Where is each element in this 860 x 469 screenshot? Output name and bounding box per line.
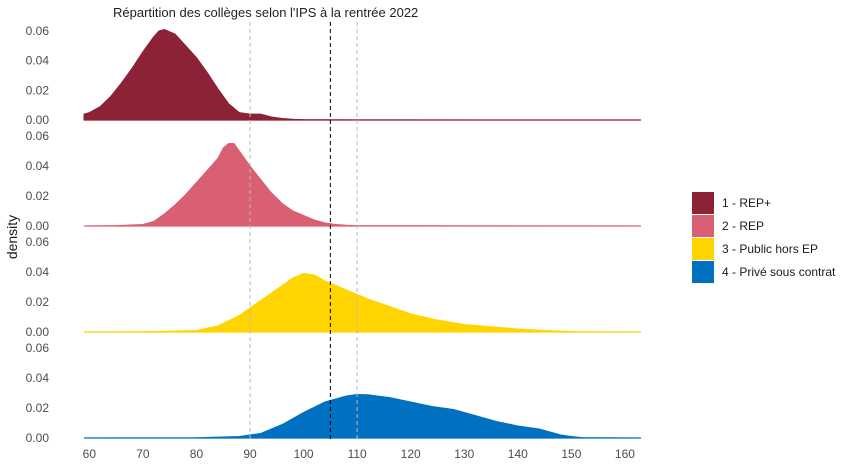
legend-key-4 [692, 261, 714, 283]
y-tick-label: 0.06 [26, 129, 50, 143]
x-tick-label: 120 [401, 447, 421, 461]
reference-lines [249, 22, 358, 442]
density-area-3 [83, 272, 642, 333]
x-tick-label: 90 [243, 447, 257, 461]
y-tick-label: 0.06 [26, 235, 50, 249]
x-tick-label: 160 [615, 447, 635, 461]
legend-label-3: 3 - Public hors EP [722, 242, 818, 256]
x-tick-label: 130 [454, 447, 474, 461]
y-tick-label: 0.04 [26, 265, 50, 279]
y-tick-label: 0.02 [26, 401, 50, 415]
y-tick-label: 0.00 [26, 431, 50, 445]
legend-key-3 [692, 238, 714, 260]
x-axis-ticks: 60 70 80 90 100 110 120 130 140 150 160 [83, 447, 636, 461]
x-tick-label: 80 [190, 447, 204, 461]
legend-label-2: 2 - REP [722, 219, 764, 233]
density-area-4 [83, 393, 642, 439]
legend-label-1: 1 - REP+ [722, 196, 771, 210]
facet-panels: 0.00 0.02 0.04 0.06 0.00 0.02 0.04 0.06 0.00 0.02… [26, 24, 642, 445]
facet-panel-1: 0.00 0.02 0.04 0.06 [26, 24, 642, 127]
y-tick-label: 0.06 [26, 24, 50, 38]
y-tick-label: 0.06 [26, 341, 50, 355]
y-tick-label: 0.02 [26, 83, 50, 97]
x-tick-label: 140 [508, 447, 528, 461]
y-tick-label: 0.00 [26, 113, 50, 127]
y-tick-label: 0.04 [26, 159, 50, 173]
legend-label-4: 4 - Privé sous contrat [722, 265, 836, 279]
x-tick-label: 100 [294, 447, 314, 461]
y-tick-label: 0.02 [26, 295, 50, 309]
legend-key-1 [692, 192, 714, 214]
facet-panel-3: 0.00 0.02 0.04 0.06 [26, 235, 642, 339]
facet-panel-2: 0.00 0.02 0.04 0.06 [26, 129, 642, 233]
legend-key-2 [692, 215, 714, 237]
chart-title: Répartition des collèges selon l'IPS à l… [113, 5, 418, 20]
y-tick-label: 0.04 [26, 54, 50, 68]
x-tick-label: 150 [561, 447, 581, 461]
density-area-1 [83, 28, 642, 121]
legend: 1 - REP+ 2 - REP 3 - Public hors EP 4 - Pri… [692, 192, 836, 283]
facet-panel-4: 0.00 0.02 0.04 0.06 [26, 341, 642, 445]
x-tick-label: 60 [83, 447, 97, 461]
y-axis-label: density [4, 215, 20, 259]
x-tick-label: 70 [136, 447, 150, 461]
y-tick-label: 0.04 [26, 371, 50, 385]
y-tick-label: 0.00 [26, 219, 50, 233]
y-tick-label: 0.02 [26, 189, 50, 203]
y-tick-label: 0.00 [26, 325, 50, 339]
density-area-2 [83, 143, 642, 227]
x-tick-label: 110 [348, 447, 367, 461]
